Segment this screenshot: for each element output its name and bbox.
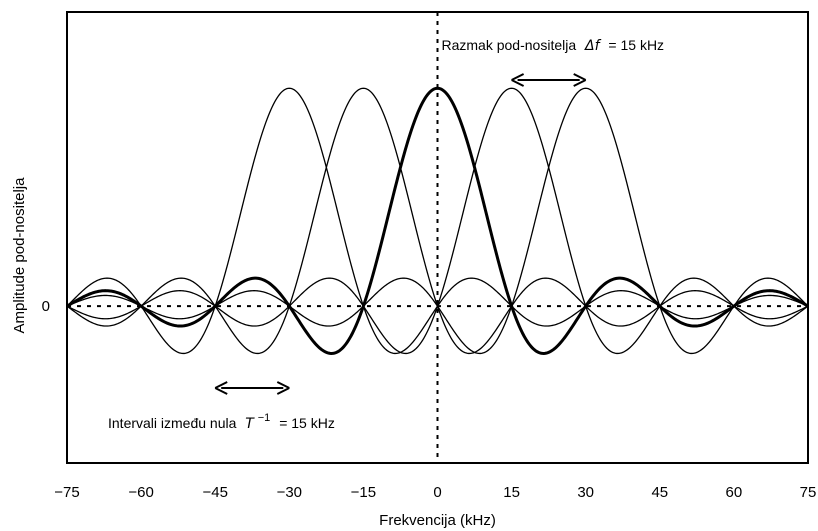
x-tick-label: 0 (433, 484, 441, 501)
arrow-head-left (511, 73, 525, 87)
subcarrier-spacing-annotation: Razmak pod-nositelja Δf = 15 kHz (442, 37, 665, 54)
x-tick-labels: −75 −60 −45 −30 −15 0 15 30 45 60 75 (54, 484, 816, 501)
x-tick-label: 30 (577, 484, 594, 501)
x-tick-label: −60 (128, 484, 153, 501)
arrow-head-right (573, 73, 587, 87)
x-tick-label: −75 (54, 484, 79, 501)
x-tick-label: 45 (651, 484, 668, 501)
arrow-head-left (214, 381, 228, 395)
null-interval-arrow (214, 381, 290, 395)
x-tick-label: 60 (726, 484, 743, 501)
arrow-head-right (276, 381, 290, 395)
subcarrier-spacing-arrow (511, 73, 587, 87)
null-interval-text: Intervali između nula (108, 415, 237, 431)
x-tick-label: −45 (202, 484, 227, 501)
null-interval-exponent: −1 (258, 412, 271, 424)
x-tick-label: −15 (351, 484, 376, 501)
spacing-value: = 15 kHz (608, 37, 664, 53)
null-interval-annotation: Intervali između nula T −1 = 15 kHz (108, 408, 335, 432)
x-tick-label: 15 (503, 484, 520, 501)
x-tick-label: −30 (277, 484, 302, 501)
spacing-text: Razmak pod-nositelja (442, 37, 577, 53)
null-interval-symbol: T (245, 416, 255, 432)
subcarrier-curve-center (66, 86, 809, 355)
x-tick-label: 75 (800, 484, 817, 501)
null-interval-value: = 15 kHz (279, 415, 335, 431)
plot-frame (66, 11, 809, 464)
y-tick-label-zero: 0 (42, 298, 50, 315)
spacing-symbol: Δf (584, 38, 602, 54)
y-axis-label: Amplitude pod-nositelja (11, 177, 28, 334)
x-axis-label: Frekvencija (kHz) (379, 512, 496, 529)
